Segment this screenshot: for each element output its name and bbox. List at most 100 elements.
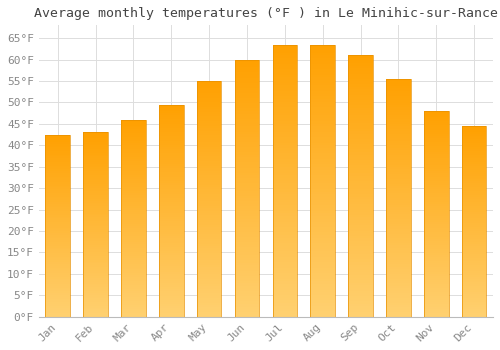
Bar (46, 153, 70, 155)
Bar (197, 154, 222, 156)
Bar (159, 164, 184, 166)
Bar (46, 295, 70, 297)
Bar (159, 247, 184, 249)
Bar (386, 276, 410, 279)
Bar (310, 124, 335, 126)
Bar (348, 105, 373, 107)
Bar (348, 217, 373, 220)
Bar (197, 215, 222, 218)
Bar (197, 223, 222, 225)
Bar (424, 140, 448, 142)
Bar (84, 236, 108, 238)
Bar (159, 264, 184, 266)
Bar (424, 249, 448, 251)
Bar (46, 176, 70, 178)
Bar (84, 252, 108, 254)
Bar (159, 287, 184, 289)
Bar (462, 264, 486, 265)
Bar (234, 145, 260, 147)
Bar (197, 88, 222, 90)
Bar (272, 132, 297, 134)
Bar (197, 225, 222, 227)
Bar (272, 227, 297, 230)
Bar (462, 134, 486, 135)
Bar (159, 270, 184, 272)
Bar (310, 211, 335, 214)
Bar (310, 137, 335, 140)
Bar (159, 251, 184, 253)
Bar (272, 162, 297, 164)
Bar (310, 205, 335, 208)
Bar (84, 215, 108, 217)
Bar (424, 274, 448, 276)
Bar (197, 234, 222, 237)
Bar (234, 170, 260, 173)
Bar (462, 252, 486, 254)
Bar (159, 306, 184, 308)
Bar (348, 149, 373, 152)
Bar (197, 156, 222, 159)
Bar (310, 298, 335, 300)
Bar (46, 277, 70, 279)
Bar (310, 72, 335, 75)
Bar (234, 237, 260, 240)
Bar (348, 275, 373, 278)
Bar (197, 133, 222, 135)
Bar (462, 313, 486, 315)
Bar (121, 272, 146, 273)
Bar (462, 204, 486, 206)
Bar (121, 266, 146, 267)
Bar (197, 253, 222, 255)
Bar (46, 300, 70, 302)
Bar (462, 258, 486, 260)
Bar (84, 251, 108, 252)
Bar (348, 66, 373, 68)
Bar (424, 146, 448, 148)
Bar (424, 113, 448, 115)
Bar (234, 152, 260, 155)
Bar (310, 110, 335, 113)
Bar (386, 96, 410, 98)
Bar (121, 218, 146, 220)
Bar (159, 211, 184, 213)
Bar (84, 178, 108, 180)
Bar (234, 157, 260, 160)
Bar (121, 299, 146, 301)
Bar (121, 230, 146, 232)
Bar (386, 91, 410, 93)
Bar (386, 312, 410, 314)
Bar (424, 257, 448, 259)
Bar (386, 119, 410, 122)
Bar (121, 157, 146, 159)
Bar (272, 312, 297, 314)
Bar (424, 237, 448, 239)
Bar (462, 248, 486, 250)
Bar (46, 167, 70, 169)
Bar (462, 195, 486, 197)
Bar (310, 191, 335, 194)
Bar (348, 288, 373, 290)
Bar (386, 314, 410, 317)
Bar (46, 149, 70, 151)
Bar (272, 240, 297, 243)
Bar (46, 262, 70, 264)
Bar (348, 63, 373, 66)
Bar (348, 309, 373, 312)
Bar (348, 290, 373, 293)
Bar (197, 131, 222, 133)
Bar (234, 234, 260, 237)
Bar (121, 151, 146, 153)
Bar (310, 230, 335, 232)
Bar (310, 66, 335, 69)
Bar (197, 265, 222, 267)
Bar (84, 271, 108, 273)
Bar (159, 139, 184, 141)
Bar (272, 173, 297, 175)
Bar (272, 186, 297, 189)
Bar (462, 208, 486, 210)
Bar (84, 248, 108, 251)
Bar (197, 300, 222, 303)
Bar (197, 121, 222, 124)
Bar (462, 290, 486, 292)
Bar (234, 276, 260, 278)
